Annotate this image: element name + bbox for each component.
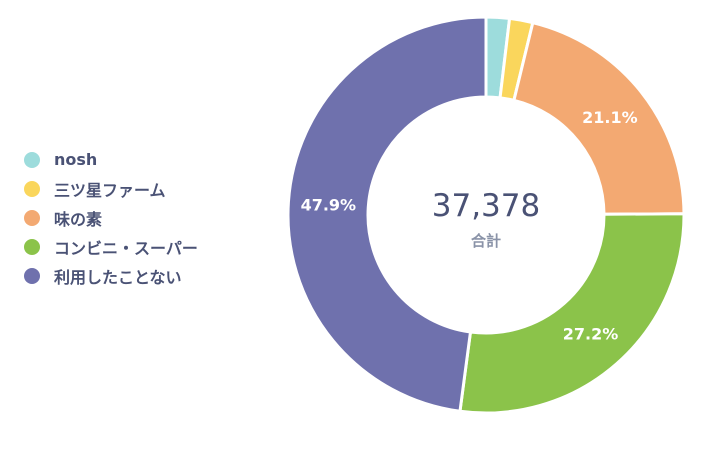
slice-label-4: 47.9% [301,196,357,215]
legend-swatch-2 [24,209,40,226]
legend-item-2: 味の素 [24,203,198,232]
legend-label-2: 味の素 [54,209,103,229]
legend-label-1: 三ツ星ファーム [54,180,166,200]
donut-slices [286,15,686,415]
slice-label-3: 27.2% [563,325,619,344]
legend-item-3: コンビニ・スーパー [24,232,198,261]
legend-item-1: 三ツ星ファーム [24,174,198,203]
legend-label-3: コンビニ・スーパー [54,238,198,258]
donut-slice-2 [512,21,686,216]
legend-label-0: nosh [54,150,98,169]
legend-label-4: 利用したことない [54,267,182,287]
slice-label-2: 21.1% [582,108,638,127]
legend-item-4: 利用したことない [24,261,198,290]
slice-labels: 21.1% 27.2% 47.9% [301,108,638,344]
donut-slice-3 [458,212,686,415]
center-total-value: 37,378 [432,188,540,224]
donut-slice-4 [286,15,488,413]
chart-legend: nosh 三ツ星ファーム 味の素コンビニ・スーパー 利用したことない [24,145,198,290]
legend-item-0: nosh [24,145,198,174]
legend-swatch-1 [24,180,40,197]
legend-swatch-0 [24,151,40,168]
legend-swatch-4 [24,267,40,284]
center-total-caption: 合計 [470,232,501,250]
legend-swatch-3 [24,238,40,255]
